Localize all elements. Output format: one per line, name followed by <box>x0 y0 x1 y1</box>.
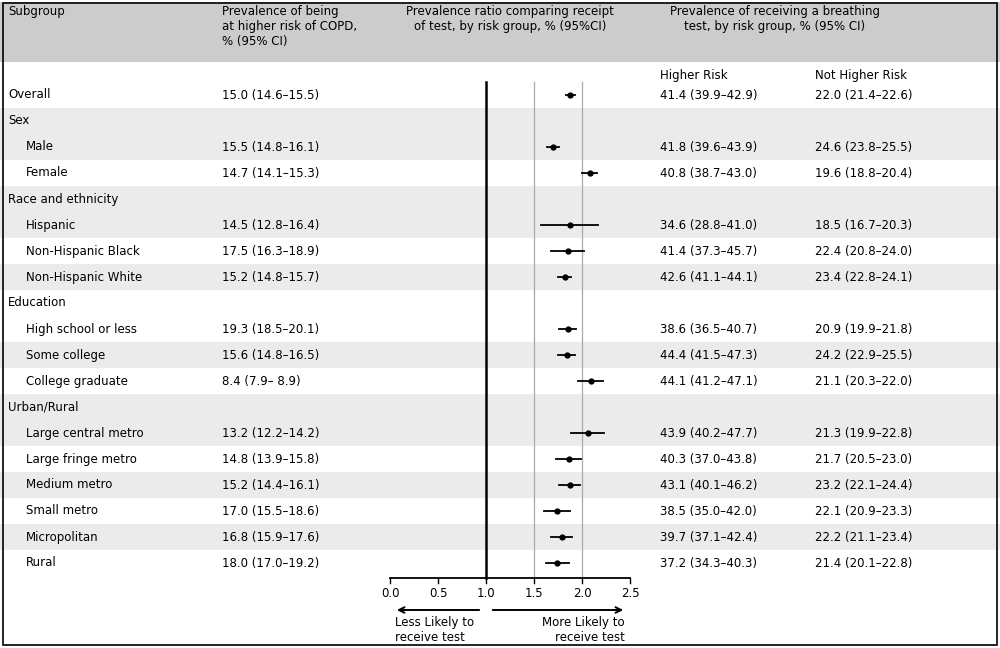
Text: 2.0: 2.0 <box>573 587 591 600</box>
Text: Female: Female <box>26 167 69 179</box>
Text: Urban/Rural: Urban/Rural <box>8 400 78 413</box>
Text: 14.5 (12.8–16.4): 14.5 (12.8–16.4) <box>222 218 319 231</box>
Text: 41.8 (39.6–43.9): 41.8 (39.6–43.9) <box>660 141 757 154</box>
Text: 40.8 (38.7–43.0): 40.8 (38.7–43.0) <box>660 167 757 179</box>
Text: 43.9 (40.2–47.7): 43.9 (40.2–47.7) <box>660 426 757 439</box>
Text: 21.1 (20.3–22.0): 21.1 (20.3–22.0) <box>815 375 912 388</box>
Text: 41.4 (37.3–45.7): 41.4 (37.3–45.7) <box>660 244 757 257</box>
Text: Male: Male <box>26 141 54 154</box>
Text: 16.8 (15.9–17.6): 16.8 (15.9–17.6) <box>222 531 319 544</box>
Text: Less Likely to
receive test: Less Likely to receive test <box>395 616 474 644</box>
Text: 42.6 (41.1–44.1): 42.6 (41.1–44.1) <box>660 270 758 284</box>
Bar <box>0 134 1000 160</box>
Text: 21.4 (20.1–22.8): 21.4 (20.1–22.8) <box>815 557 912 570</box>
Text: 15.0 (14.6–15.5): 15.0 (14.6–15.5) <box>222 89 319 102</box>
Text: Large central metro: Large central metro <box>26 426 144 439</box>
Text: 15.2 (14.4–16.1): 15.2 (14.4–16.1) <box>222 478 320 491</box>
Text: 40.3 (37.0–43.8): 40.3 (37.0–43.8) <box>660 452 757 465</box>
Text: Prevalence of being
at higher risk of COPD,
% (95% CI): Prevalence of being at higher risk of CO… <box>222 5 357 48</box>
Text: 1.5: 1.5 <box>525 587 543 600</box>
Bar <box>0 394 1000 420</box>
Text: 21.7 (20.5–23.0): 21.7 (20.5–23.0) <box>815 452 912 465</box>
Text: College graduate: College graduate <box>26 375 128 388</box>
Text: Higher Risk: Higher Risk <box>660 69 728 82</box>
Text: 39.7 (37.1–42.4): 39.7 (37.1–42.4) <box>660 531 757 544</box>
Text: Rural: Rural <box>26 557 57 570</box>
Text: 22.4 (20.8–24.0): 22.4 (20.8–24.0) <box>815 244 912 257</box>
Text: Micropolitan: Micropolitan <box>26 531 99 544</box>
Text: 15.2 (14.8–15.7): 15.2 (14.8–15.7) <box>222 270 319 284</box>
Bar <box>0 186 1000 212</box>
Text: 13.2 (12.2–14.2): 13.2 (12.2–14.2) <box>222 426 320 439</box>
Text: Not Higher Risk: Not Higher Risk <box>815 69 907 82</box>
Text: Race and ethnicity: Race and ethnicity <box>8 192 118 205</box>
Bar <box>0 342 1000 368</box>
Text: 2.5: 2.5 <box>621 587 639 600</box>
Text: Large fringe metro: Large fringe metro <box>26 452 137 465</box>
Text: 1.0: 1.0 <box>477 587 495 600</box>
Text: 15.5 (14.8–16.1): 15.5 (14.8–16.1) <box>222 141 319 154</box>
Text: Non-Hispanic White: Non-Hispanic White <box>26 270 142 284</box>
Text: Subgroup: Subgroup <box>8 5 65 18</box>
Text: Prevalence ratio comparing receipt
of test, by risk group, % (95%CI): Prevalence ratio comparing receipt of te… <box>406 5 614 33</box>
Text: 43.1 (40.1–46.2): 43.1 (40.1–46.2) <box>660 478 757 491</box>
Text: Prevalence of receiving a breathing
test, by risk group, % (95% CI): Prevalence of receiving a breathing test… <box>670 5 880 33</box>
Text: 21.3 (19.9–22.8): 21.3 (19.9–22.8) <box>815 426 912 439</box>
Text: 23.4 (22.8–24.1): 23.4 (22.8–24.1) <box>815 270 912 284</box>
Bar <box>0 524 1000 550</box>
Text: High school or less: High school or less <box>26 323 137 336</box>
Text: Some college: Some college <box>26 349 105 362</box>
Text: 20.9 (19.9–21.8): 20.9 (19.9–21.8) <box>815 323 912 336</box>
Text: 19.3 (18.5–20.1): 19.3 (18.5–20.1) <box>222 323 319 336</box>
Text: 22.2 (21.1–23.4): 22.2 (21.1–23.4) <box>815 531 912 544</box>
Text: 24.6 (23.8–25.5): 24.6 (23.8–25.5) <box>815 141 912 154</box>
Text: 14.7 (14.1–15.3): 14.7 (14.1–15.3) <box>222 167 319 179</box>
Bar <box>0 420 1000 446</box>
Text: Medium metro: Medium metro <box>26 478 112 491</box>
Text: 14.8 (13.9–15.8): 14.8 (13.9–15.8) <box>222 452 319 465</box>
Text: 22.0 (21.4–22.6): 22.0 (21.4–22.6) <box>815 89 912 102</box>
Text: Non-Hispanic Black: Non-Hispanic Black <box>26 244 140 257</box>
Text: 23.2 (22.1–24.4): 23.2 (22.1–24.4) <box>815 478 912 491</box>
Bar <box>0 212 1000 238</box>
Text: More Likely to
receive test: More Likely to receive test <box>542 616 625 644</box>
Text: 0.0: 0.0 <box>381 587 399 600</box>
Text: Hispanic: Hispanic <box>26 218 76 231</box>
Text: 0.5: 0.5 <box>429 587 447 600</box>
Bar <box>0 2 1000 62</box>
Text: 18.0 (17.0–19.2): 18.0 (17.0–19.2) <box>222 557 319 570</box>
Bar <box>0 472 1000 498</box>
Text: 44.1 (41.2–47.1): 44.1 (41.2–47.1) <box>660 375 758 388</box>
Text: 44.4 (41.5–47.3): 44.4 (41.5–47.3) <box>660 349 757 362</box>
Text: 15.6 (14.8–16.5): 15.6 (14.8–16.5) <box>222 349 319 362</box>
Text: 24.2 (22.9–25.5): 24.2 (22.9–25.5) <box>815 349 912 362</box>
Bar <box>0 108 1000 134</box>
Text: 38.5 (35.0–42.0): 38.5 (35.0–42.0) <box>660 505 757 518</box>
Text: 41.4 (39.9–42.9): 41.4 (39.9–42.9) <box>660 89 758 102</box>
Text: Overall: Overall <box>8 89 50 102</box>
Bar <box>0 264 1000 290</box>
Text: 18.5 (16.7–20.3): 18.5 (16.7–20.3) <box>815 218 912 231</box>
Text: 19.6 (18.8–20.4): 19.6 (18.8–20.4) <box>815 167 912 179</box>
Text: 38.6 (36.5–40.7): 38.6 (36.5–40.7) <box>660 323 757 336</box>
Text: 22.1 (20.9–23.3): 22.1 (20.9–23.3) <box>815 505 912 518</box>
Text: 8.4 (7.9– 8.9): 8.4 (7.9– 8.9) <box>222 375 301 388</box>
Text: Small metro: Small metro <box>26 505 98 518</box>
Text: Sex: Sex <box>8 115 29 128</box>
Text: 17.5 (16.3–18.9): 17.5 (16.3–18.9) <box>222 244 319 257</box>
Text: 17.0 (15.5–18.6): 17.0 (15.5–18.6) <box>222 505 319 518</box>
Text: 34.6 (28.8–41.0): 34.6 (28.8–41.0) <box>660 218 757 231</box>
Text: Education: Education <box>8 297 67 310</box>
Text: 37.2 (34.3–40.3): 37.2 (34.3–40.3) <box>660 557 757 570</box>
